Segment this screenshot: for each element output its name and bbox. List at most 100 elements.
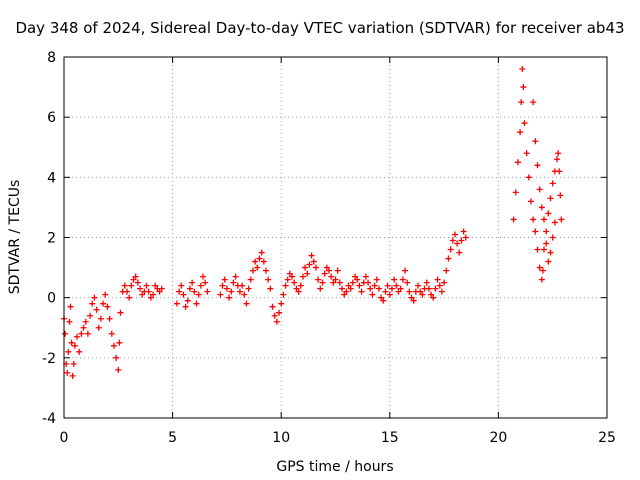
data-point-marker [93, 306, 100, 313]
data-point-marker [555, 150, 562, 157]
data-point-marker [108, 330, 115, 337]
data-point-marker [258, 249, 265, 256]
data-point-marker [356, 282, 363, 289]
data-point-marker [178, 282, 185, 289]
data-point-marker [145, 288, 152, 295]
data-point-marker [417, 288, 424, 295]
data-point-marker [302, 264, 309, 271]
x-tick-label: 0 [60, 430, 69, 446]
data-point-marker [256, 255, 263, 262]
data-point-marker [534, 246, 541, 253]
x-tick-label: 5 [168, 430, 177, 446]
data-point-marker [115, 366, 122, 373]
data-point-marker [186, 285, 193, 292]
data-point-marker [349, 279, 356, 286]
data-point-marker [384, 282, 391, 289]
data-point-marker [530, 216, 537, 223]
data-point-marker [276, 309, 283, 316]
y-axis-label: SDTVAR / TECUs [7, 180, 23, 295]
data-point-marker [191, 288, 198, 295]
data-point-marker [200, 273, 207, 280]
data-point-marker [221, 276, 228, 283]
data-point-marker [454, 240, 461, 247]
data-point-marker [69, 372, 76, 379]
data-point-marker [539, 267, 546, 274]
y-tick-label: 8 [47, 50, 56, 66]
data-point-marker [243, 300, 250, 307]
data-point-marker [436, 282, 443, 289]
data-point-marker [308, 252, 315, 259]
data-point-marker [100, 300, 107, 307]
data-point-marker [121, 282, 128, 289]
data-point-marker [545, 210, 552, 217]
data-point-marker [532, 138, 539, 145]
data-point-marker [152, 282, 159, 289]
data-point-marker [249, 267, 256, 274]
data-point-marker [514, 159, 521, 166]
data-point-marker [538, 204, 545, 211]
data-point-marker [291, 279, 298, 286]
data-point-marker [116, 339, 123, 346]
data-point-marker [438, 288, 445, 295]
data-point-marker [373, 276, 380, 283]
data-point-marker [343, 288, 350, 295]
data-point-marker [282, 282, 289, 289]
data-point-marker [330, 279, 337, 286]
data-point-marker [134, 279, 141, 286]
data-point-marker [325, 267, 332, 274]
data-point-marker [399, 276, 406, 283]
data-point-marker [84, 330, 91, 337]
data-point-marker [391, 276, 398, 283]
data-point-marker [432, 285, 439, 292]
data-point-marker [395, 288, 402, 295]
data-point-marker [260, 258, 267, 265]
data-point-marker [67, 303, 74, 310]
data-point-marker [180, 291, 187, 298]
data-point-marker [334, 267, 341, 274]
data-point-marker [102, 291, 109, 298]
data-point-marker [415, 282, 422, 289]
data-point-marker [520, 84, 527, 91]
data-point-marker [304, 270, 311, 277]
data-point-marker [332, 276, 339, 283]
y-tick-label: 2 [47, 231, 56, 247]
data-point-marker [97, 315, 104, 322]
data-point-marker [289, 273, 296, 280]
data-point-marker [462, 234, 469, 241]
data-point-marker [110, 342, 117, 349]
data-point-marker [66, 318, 73, 325]
data-point-marker [64, 369, 71, 376]
data-point-marker [87, 312, 94, 319]
data-point-marker [312, 264, 319, 271]
data-point-marker [541, 246, 548, 253]
data-point-marker [245, 285, 252, 292]
data-point-marker [456, 249, 463, 256]
data-point-marker [358, 288, 365, 295]
data-point-marker [352, 273, 359, 280]
data-point-marker [382, 288, 389, 295]
data-point-marker [189, 279, 196, 286]
data-point-marker [89, 300, 96, 307]
data-point-marker [184, 297, 191, 304]
data-point-marker [137, 285, 144, 292]
data-point-marker [534, 162, 541, 169]
data-point-marker [197, 282, 204, 289]
data-point-marker [150, 291, 157, 298]
data-point-marker [536, 186, 543, 193]
data-point-marker [458, 237, 465, 244]
data-point-marker [549, 180, 556, 187]
data-point-marker [345, 282, 352, 289]
data-marks [61, 66, 565, 379]
data-point-marker [247, 276, 254, 283]
data-point-marker [68, 339, 75, 346]
data-point-marker [202, 279, 209, 286]
data-point-marker [367, 285, 374, 292]
y-tick-label: 0 [47, 291, 56, 307]
data-point-marker [441, 279, 448, 286]
data-point-marker [557, 192, 564, 199]
data-point-marker [558, 216, 565, 223]
data-point-marker [347, 285, 354, 292]
plot-frame [63, 56, 608, 419]
data-point-marker [204, 288, 211, 295]
